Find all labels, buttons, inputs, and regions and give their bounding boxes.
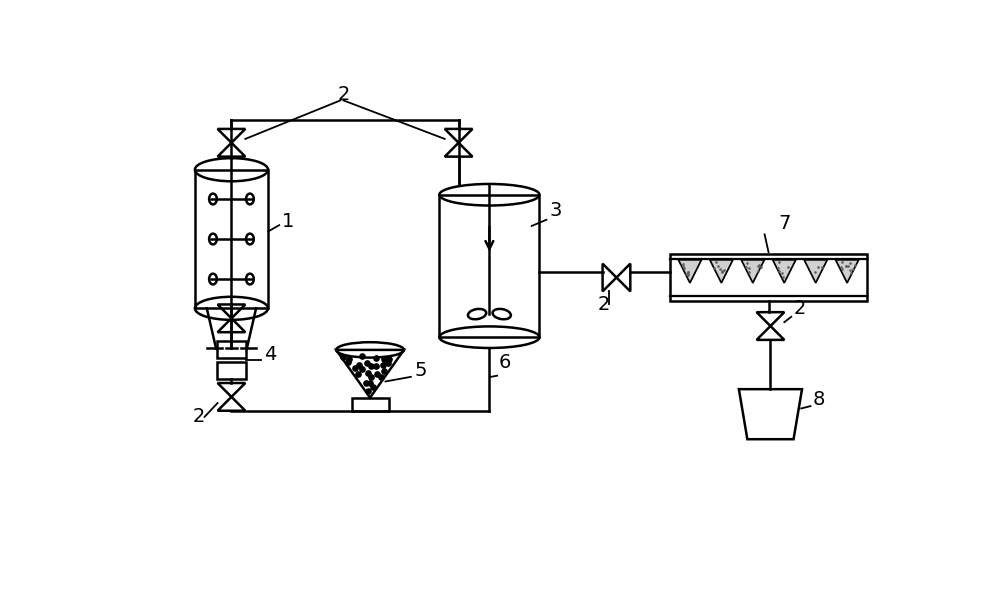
Text: 3: 3 <box>549 201 562 220</box>
Text: 2: 2 <box>193 407 205 426</box>
Bar <box>352 398 389 411</box>
Text: 7: 7 <box>778 214 791 233</box>
Polygon shape <box>836 260 859 283</box>
Text: 6: 6 <box>499 353 511 372</box>
Polygon shape <box>741 260 764 283</box>
Text: 8: 8 <box>813 390 825 409</box>
Polygon shape <box>710 260 733 283</box>
Bar <box>195 170 268 308</box>
Polygon shape <box>678 260 701 283</box>
Text: 4: 4 <box>264 345 276 364</box>
Polygon shape <box>773 260 796 283</box>
Bar <box>217 340 246 358</box>
Text: 5: 5 <box>415 361 427 380</box>
Polygon shape <box>804 260 827 283</box>
Bar <box>439 195 539 337</box>
Text: 1: 1 <box>282 212 294 231</box>
Bar <box>217 362 246 379</box>
Bar <box>670 254 867 301</box>
Text: 2: 2 <box>597 295 610 314</box>
Text: 2: 2 <box>794 299 806 318</box>
Text: 2: 2 <box>337 85 350 104</box>
